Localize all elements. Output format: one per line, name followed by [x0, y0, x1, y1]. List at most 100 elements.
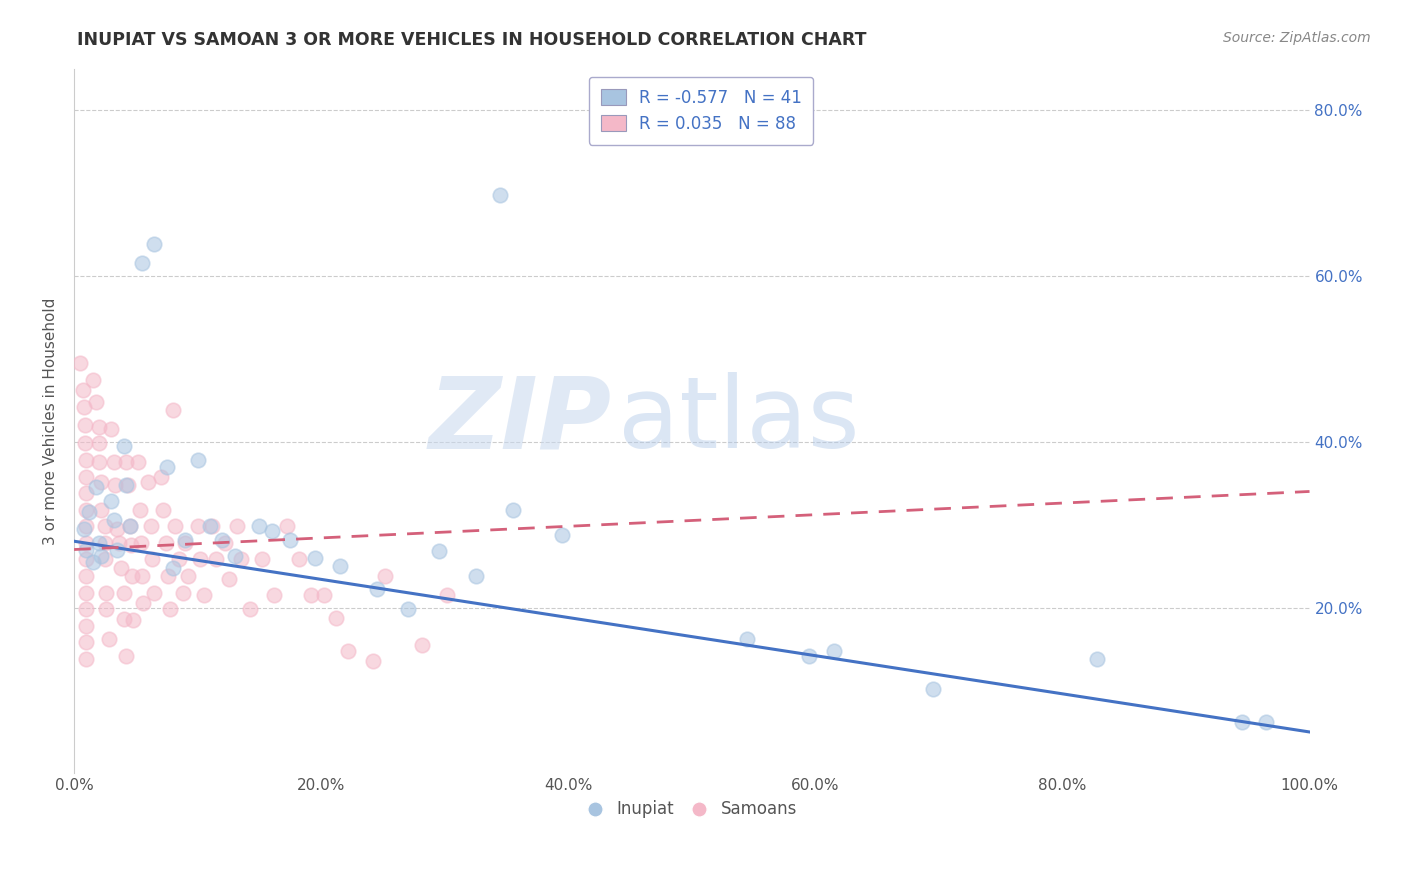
- Point: [90, 502, 112, 516]
- Point: [96, 602, 118, 616]
- Point: [136, 475, 159, 489]
- Point: [162, 403, 184, 417]
- Text: INUPIAT VS SAMOAN 3 OR MORE VEHICLES IN HOUSEHOLD CORRELATION CHART: INUPIAT VS SAMOAN 3 OR MORE VEHICLES IN …: [77, 31, 868, 49]
- Point: [100, 422, 122, 436]
- Point: [129, 536, 152, 550]
- Point: [120, 538, 142, 552]
- Point: [82, 372, 104, 386]
- Point: [396, 602, 419, 616]
- Point: [90, 549, 112, 563]
- Point: [75, 652, 97, 666]
- Point: [165, 519, 187, 533]
- Point: [250, 552, 273, 566]
- Point: [110, 561, 132, 575]
- Point: [87, 419, 110, 434]
- Point: [304, 550, 326, 565]
- Point: [214, 536, 236, 550]
- Point: [198, 519, 221, 533]
- Point: [75, 635, 97, 649]
- Point: [187, 453, 209, 467]
- Point: [312, 588, 335, 602]
- Point: [115, 648, 138, 663]
- Point: [107, 536, 129, 550]
- Legend: Inupiat, Samoans: Inupiat, Samoans: [579, 794, 804, 825]
- Point: [247, 519, 270, 533]
- Point: [131, 569, 153, 583]
- Point: [77, 505, 100, 519]
- Point: [69, 356, 91, 370]
- Point: [224, 549, 246, 563]
- Point: [128, 502, 150, 516]
- Point: [75, 469, 97, 483]
- Point: [329, 559, 352, 574]
- Point: [174, 536, 197, 550]
- Point: [143, 237, 166, 252]
- Point: [260, 524, 283, 539]
- Point: [551, 527, 574, 541]
- Point: [82, 555, 104, 569]
- Point: [177, 569, 200, 583]
- Point: [411, 638, 433, 652]
- Text: Source: ZipAtlas.com: Source: ZipAtlas.com: [1223, 31, 1371, 45]
- Point: [156, 459, 179, 474]
- Point: [75, 536, 97, 550]
- Point: [193, 588, 215, 602]
- Point: [100, 494, 122, 508]
- Point: [75, 542, 97, 557]
- Point: [366, 582, 388, 597]
- Point: [167, 552, 190, 566]
- Point: [1256, 714, 1278, 729]
- Point: [117, 478, 139, 492]
- Point: [149, 469, 172, 483]
- Point: [112, 612, 135, 626]
- Point: [96, 585, 118, 599]
- Point: [94, 519, 117, 533]
- Point: [288, 552, 311, 566]
- Point: [1085, 652, 1108, 666]
- Text: atlas: atlas: [617, 373, 859, 469]
- Point: [139, 519, 162, 533]
- Point: [823, 643, 845, 657]
- Point: [75, 585, 97, 599]
- Y-axis label: 3 or more Vehicles in Household: 3 or more Vehicles in Household: [44, 297, 58, 545]
- Point: [156, 569, 179, 583]
- Point: [211, 533, 233, 547]
- Point: [1230, 714, 1253, 729]
- Point: [187, 519, 209, 533]
- Point: [799, 648, 821, 663]
- Point: [299, 588, 322, 602]
- Text: ZIP: ZIP: [429, 373, 612, 469]
- Point: [94, 536, 117, 550]
- Point: [155, 536, 177, 550]
- Point: [75, 453, 97, 467]
- Point: [122, 613, 145, 627]
- Point: [143, 585, 166, 599]
- Point: [86, 480, 108, 494]
- Point: [103, 514, 125, 528]
- Point: [172, 585, 194, 599]
- Point: [112, 585, 135, 599]
- Point: [75, 418, 97, 433]
- Point: [121, 569, 143, 583]
- Point: [162, 561, 184, 575]
- Point: [205, 552, 228, 566]
- Point: [75, 569, 97, 583]
- Point: [436, 588, 458, 602]
- Point: [75, 502, 97, 516]
- Point: [276, 519, 298, 533]
- Point: [489, 187, 512, 202]
- Point: [87, 536, 110, 550]
- Point: [105, 542, 128, 557]
- Point: [159, 602, 181, 616]
- Point: [90, 475, 112, 489]
- Point: [75, 486, 97, 500]
- Point: [118, 519, 141, 533]
- Point: [118, 519, 141, 533]
- Point: [75, 619, 97, 633]
- Point: [226, 519, 249, 533]
- Point: [174, 533, 197, 547]
- Point: [97, 632, 120, 646]
- Point: [152, 502, 174, 516]
- Point: [337, 643, 360, 657]
- Point: [105, 522, 128, 536]
